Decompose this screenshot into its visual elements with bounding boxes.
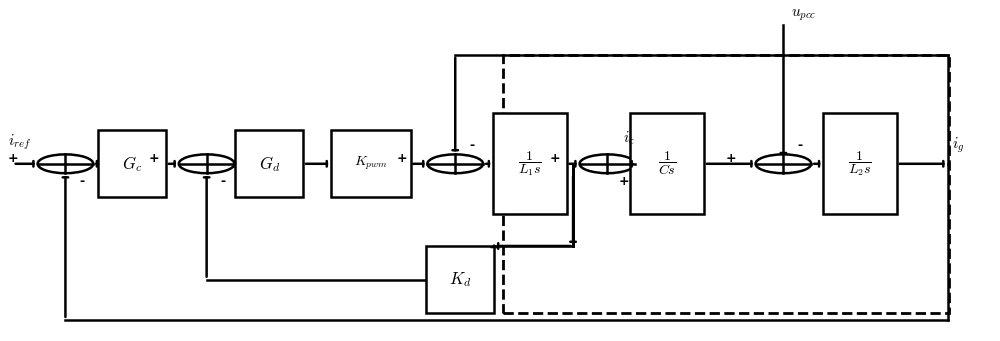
- Text: $\dfrac{1}{L_2 s}$: $\dfrac{1}{L_2 s}$: [848, 149, 872, 178]
- Text: +: +: [397, 152, 408, 165]
- Bar: [331, 130, 411, 197]
- Bar: [823, 114, 897, 214]
- Text: -: -: [221, 175, 226, 188]
- Text: $\dfrac{1}{Cs}$: $\dfrac{1}{Cs}$: [658, 150, 676, 177]
- Circle shape: [756, 154, 811, 173]
- Text: +: +: [549, 152, 560, 165]
- Text: $G_d$: $G_d$: [259, 154, 280, 174]
- Bar: [630, 114, 704, 214]
- Text: $\dfrac{1}{L_1 s}$: $\dfrac{1}{L_1 s}$: [518, 149, 542, 178]
- Circle shape: [580, 154, 635, 173]
- Text: -: -: [80, 175, 85, 188]
- Circle shape: [38, 154, 93, 173]
- Bar: [98, 130, 166, 197]
- Text: $K_{pwm}$: $K_{pwm}$: [354, 155, 388, 173]
- Text: +: +: [619, 175, 629, 188]
- Text: $i_c$: $i_c$: [623, 130, 635, 147]
- Text: +: +: [148, 152, 159, 165]
- Text: +: +: [7, 152, 18, 165]
- Bar: [235, 130, 303, 197]
- Text: -: -: [798, 139, 803, 152]
- Circle shape: [427, 154, 483, 173]
- Bar: [493, 114, 567, 214]
- Circle shape: [179, 154, 234, 173]
- Text: +: +: [725, 152, 736, 165]
- Text: $i_{ref}$: $i_{ref}$: [8, 132, 31, 152]
- Text: $i_g$: $i_g$: [952, 136, 965, 155]
- Text: -: -: [469, 139, 475, 152]
- Text: $u_{pcc}$: $u_{pcc}$: [791, 8, 816, 23]
- Bar: [503, 55, 949, 313]
- Text: $K_d$: $K_d$: [449, 270, 471, 289]
- Text: $G_c$: $G_c$: [122, 154, 142, 174]
- Bar: [426, 246, 494, 313]
